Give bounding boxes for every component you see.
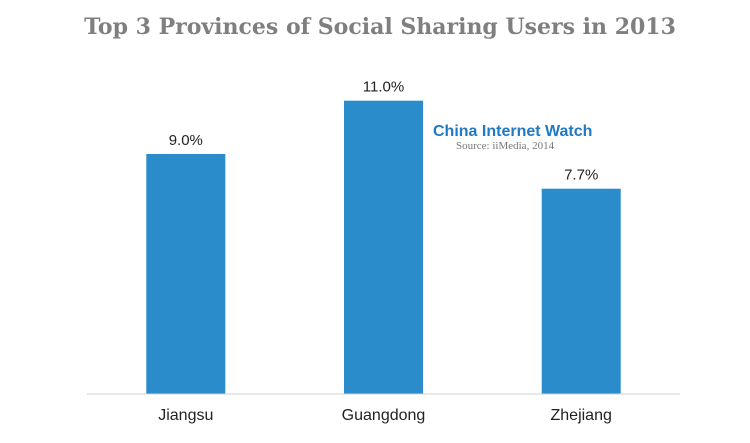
- labels-layer: 9.0% Jiangsu 11.0% Guangdong 7.7% Zhejiang: [158, 79, 612, 424]
- watermark-brand: China Internet Watch: [433, 123, 592, 140]
- data-label-jiangsu: 9.0%: [169, 132, 203, 149]
- bar-guangdong: [344, 100, 423, 394]
- bar-jiangsu: [146, 154, 226, 394]
- data-label-guangdong: 11.0%: [363, 79, 404, 96]
- bars-layer: [146, 100, 621, 394]
- data-label-zhejiang: 7.7%: [564, 167, 598, 184]
- chart-title: Top 3 Provinces of Social Sharing Users …: [84, 14, 676, 40]
- bar-zhejiang: [541, 188, 621, 394]
- x-tick-label-jiangsu: Jiangsu: [158, 407, 213, 424]
- watermark: China Internet Watch Source: iiMedia, 20…: [433, 123, 592, 152]
- x-tick-label-guangdong: Guangdong: [342, 407, 426, 424]
- x-tick-label-zhejiang: Zhejiang: [551, 407, 612, 424]
- watermark-source: Source: iiMedia, 2014: [456, 140, 555, 152]
